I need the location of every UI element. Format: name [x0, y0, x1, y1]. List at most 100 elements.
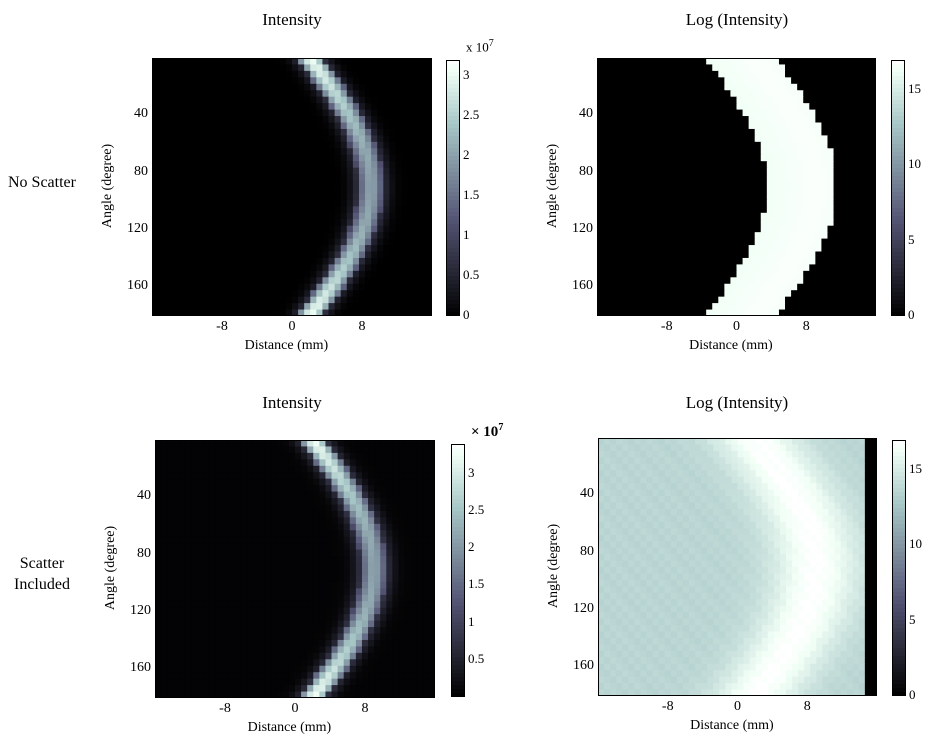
heatmap-cell [404, 465, 412, 473]
heatmap-cell [352, 206, 360, 214]
heatmap-cell [225, 296, 232, 304]
heatmap-cell [270, 569, 278, 577]
heatmap-cell [778, 103, 786, 111]
heatmap-cell [337, 491, 345, 499]
heatmap-cell [797, 193, 804, 201]
heatmap-cell [681, 206, 689, 214]
heatmap-cell [279, 77, 287, 85]
heatmap-cell [298, 270, 305, 278]
heatmap-cell [416, 517, 424, 525]
heatmap-cell [228, 536, 235, 544]
x-tick-label: 0 [288, 319, 296, 334]
heatmap-cell [231, 283, 238, 291]
heatmap-cell [669, 212, 677, 220]
heatmap-cell [821, 90, 829, 98]
heatmap-cell [718, 199, 725, 207]
heatmap-cell [358, 103, 366, 111]
heatmap-cell [276, 478, 284, 486]
heatmap-cell [778, 64, 786, 72]
heatmap-cell [645, 58, 653, 66]
heatmap-cell [609, 245, 616, 253]
heatmap-cell [191, 491, 199, 499]
heatmap-cell [206, 309, 214, 316]
heatmap-cell [349, 556, 357, 564]
heatmap-cell [203, 491, 211, 499]
heatmap-cell [815, 199, 823, 207]
y-axis-label: Angle (degree) [100, 143, 115, 229]
heatmap-cell [203, 440, 211, 448]
heatmap-cell [261, 148, 269, 156]
heatmap-cell [365, 77, 372, 85]
heatmap-cell [319, 556, 327, 564]
heatmap-cell [352, 103, 360, 111]
heatmap-cell [651, 309, 659, 316]
heatmap-cell [331, 504, 339, 512]
heatmap-cell [234, 478, 241, 486]
heatmap-cell [152, 290, 159, 298]
heatmap-cell [419, 122, 427, 130]
heatmap-cell [188, 257, 196, 265]
heatmap-cell [295, 472, 302, 480]
heatmap-cell [185, 440, 193, 448]
heatmap-cell [663, 290, 671, 298]
y-tick-label: 160 [127, 278, 148, 294]
heatmap-cell [851, 193, 859, 201]
heatmap-cell [292, 206, 299, 214]
heatmap-cell [687, 206, 695, 214]
heatmap-cell [307, 594, 314, 602]
heatmap-cell [597, 296, 604, 304]
heatmap-cell [282, 472, 290, 480]
heatmap-cell [869, 83, 876, 91]
heatmap-cell [340, 148, 348, 156]
heatmap-cell [851, 70, 859, 78]
heatmap-cell [334, 64, 342, 72]
heatmap-cell [645, 96, 653, 104]
colorbar-step [891, 144, 905, 149]
heatmap-cell [712, 167, 719, 175]
heatmap-cell [803, 187, 810, 195]
heatmap-cell [845, 90, 853, 98]
heatmap-cell [237, 161, 244, 169]
heatmap-cell [218, 309, 226, 316]
heatmap-cell [419, 148, 427, 156]
heatmap-cell [791, 212, 798, 220]
heatmap-cell [419, 270, 427, 278]
heatmap-cell [206, 83, 214, 91]
heatmap-cell [361, 465, 369, 473]
heatmap-cell [401, 245, 409, 253]
heatmap-cell [760, 270, 768, 278]
heatmap-cell [374, 549, 381, 557]
heatmap-cell [857, 283, 865, 291]
heatmap-cell [687, 187, 695, 195]
heatmap-cell [425, 219, 432, 227]
heatmap-cell [292, 96, 299, 104]
heatmap-cell [597, 309, 604, 316]
heatmap-cell [681, 193, 689, 201]
heatmap-cell [627, 245, 634, 253]
heatmap-cell [827, 225, 835, 233]
heatmap-cell [772, 122, 780, 130]
heatmap-cell [597, 161, 604, 169]
heatmap-cell [155, 465, 162, 473]
heatmap-cell [194, 199, 202, 207]
heatmap-cell [218, 212, 226, 220]
heatmap-cell [615, 70, 622, 78]
heatmap-cell [218, 251, 226, 259]
heatmap-cell [209, 465, 217, 473]
heatmap-cell [706, 77, 713, 85]
heatmap-cell [857, 70, 865, 78]
heatmap-cell [687, 277, 695, 285]
heatmap-cell [261, 303, 269, 311]
heatmap-cell [845, 58, 853, 66]
heatmap-cell [288, 472, 296, 480]
heatmap-cell [158, 283, 165, 291]
heatmap-cell [803, 270, 810, 278]
heatmap-cell [803, 96, 810, 104]
heatmap-cell [785, 180, 792, 188]
heatmap-cell [845, 167, 853, 175]
heatmap-cell [419, 116, 427, 124]
heatmap-cell [730, 251, 738, 259]
heatmap-cell [639, 109, 647, 117]
heatmap-cell [285, 161, 293, 169]
heatmap-cell [803, 283, 810, 291]
